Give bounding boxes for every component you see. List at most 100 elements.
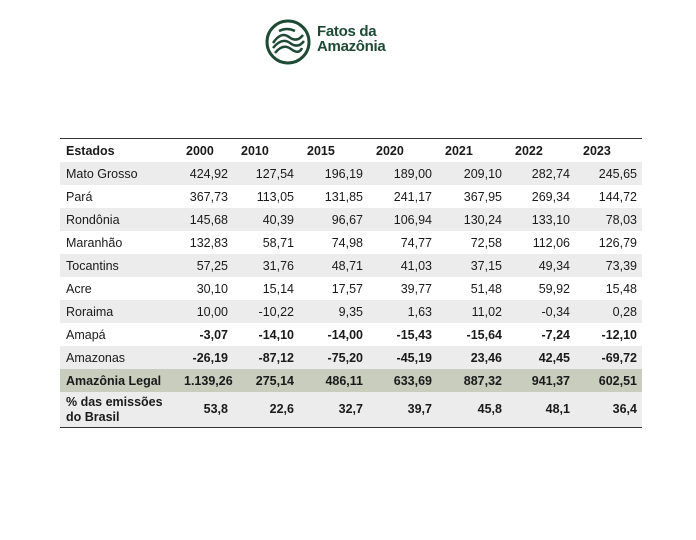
cell: 486,11 [325,373,363,388]
logo-line: Fatos da [317,23,377,40]
cell: 72,58 [470,235,502,250]
cell: 15,48 [605,281,637,296]
column-header: 2023 [583,143,611,158]
table-row: Maranhão 132,83 58,71 74,98 74,77 72,58 112,06… [60,231,642,254]
cell: -10,22 [258,304,294,319]
table-row: Pará 367,73 113,05 131,85 241,17 367,95 269,34… [60,185,642,208]
cell: 53,8 [203,402,228,416]
row-label: Mato Grosso [66,166,138,181]
cell: 49,34 [538,258,570,273]
cell: 106,94 [393,212,432,227]
cell: -26,19 [192,350,228,365]
cell: 39,7 [407,402,432,416]
cell: -15,64 [466,327,502,342]
logo-text: Fatos da Amazônia [317,23,386,55]
cell: 22,6 [269,402,294,416]
cell: 130,24 [463,212,502,227]
cell: 96,67 [331,212,363,227]
cell: 15,14 [262,281,294,296]
cell: 30,10 [196,281,228,296]
cell: 39,77 [400,281,432,296]
cell: 127,54 [255,166,294,181]
cell: 602,51 [598,373,637,388]
cell: 11,02 [471,304,502,319]
cell: 189,00 [393,166,432,181]
cell: 9,35 [338,304,363,319]
table-row: Rondônia 145,68 40,39 96,67 106,94 130,24 133,… [60,208,642,231]
table-row: % das emissões do Brasil 53,8 22,6 32,7 39,7… [60,392,642,428]
cell: 275,14 [255,373,294,388]
logo-icon [265,19,311,65]
cell: 48,1 [545,402,570,416]
cell: 941,37 [531,373,570,388]
cell: -12,10 [601,327,637,342]
table-row: Roraima 10,00 -10,22 9,35 1,63 11,02 -0,34 0,28 [60,300,642,323]
cell: 241,17 [393,189,432,204]
cell: 42,45 [538,350,570,365]
cell: 58,71 [262,235,294,250]
row-label: Tocantins [66,258,119,273]
cell: 424,92 [189,166,228,181]
column-header: Estados [66,143,115,158]
logo-line: Amazônia [317,38,386,55]
row-label: Maranhão [66,235,123,250]
cell: 48,71 [331,258,363,273]
row-label: Roraima [66,304,114,319]
cell: 887,32 [463,373,502,388]
cell: -45,19 [396,350,432,365]
cell: 41,03 [400,258,432,273]
cell: -75,20 [327,350,363,365]
cell: 45,8 [477,402,502,416]
cell: 269,34 [531,189,570,204]
row-label: Pará [66,189,93,204]
cell: -3,07 [199,327,229,342]
cell: -0,34 [541,304,571,319]
cell: 126,79 [598,235,637,250]
cell: 633,69 [393,373,432,388]
cell: 145,68 [189,212,228,227]
row-label: Amapá [66,327,106,342]
logo: Fatos da Amazônia [265,19,405,67]
cell: 196,19 [324,166,363,181]
column-header: 2020 [376,143,404,158]
table-row: Amapá -3,07 -14,10 -14,00 -15,43 -15,64 -7,24 -… [60,323,642,346]
cell: 57,25 [196,258,228,273]
cell: 131,85 [324,189,363,204]
row-label: Rondônia [66,212,120,227]
cell: 367,95 [463,189,502,204]
emissions-table: Estados 2000 2010 2015 2020 2021 2022 2023 Mato… [60,138,642,428]
cell: -14,00 [327,327,363,342]
cell: 132,83 [189,235,228,250]
cell: 133,10 [531,212,570,227]
table-row: Amazônia Legal 1.139,26 275,14 486,11 633,69… [60,369,642,392]
column-header: 2022 [515,143,543,158]
cell: -7,24 [541,327,571,342]
cell: 36,4 [612,402,637,416]
cell: -14,10 [258,327,294,342]
cell: 112,06 [532,235,570,250]
cell: 31,76 [262,258,294,273]
column-header: 2015 [307,143,335,158]
cell: 17,57 [331,281,363,296]
cell: 113,05 [256,189,294,204]
header-row: Estados 2000 2010 2015 2020 2021 2022 2023 [60,139,642,163]
cell: 32,7 [338,402,363,416]
cell: 1,63 [407,304,432,319]
row-label: Acre [66,281,92,296]
cell: 144,72 [598,189,637,204]
cell: 74,77 [400,235,432,250]
cell: 73,39 [605,258,637,273]
cell: 51,48 [470,281,502,296]
table-row: Amazonas -26,19 -87,12 -75,20 -45,19 23,46 42,… [60,346,642,369]
row-label: % das emissões do Brasil [66,394,163,424]
cell: 245,65 [598,166,637,181]
cell: -15,43 [396,327,432,342]
cell: -69,72 [601,350,637,365]
cell: 37,15 [470,258,502,273]
cell: 23,46 [470,350,502,365]
cell: 78,03 [605,212,637,227]
cell: -87,12 [258,350,294,365]
row-label: Amazonas [66,350,126,365]
table-row: Tocantins 57,25 31,76 48,71 41,03 37,15 49,34 7… [60,254,642,277]
